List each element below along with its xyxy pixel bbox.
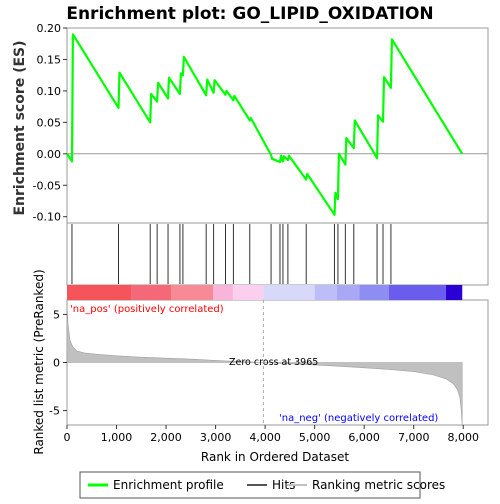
- x-tick-label: 8,000: [447, 431, 479, 444]
- colorbar-segment: [315, 285, 337, 300]
- rank-y-axis-label: Ranked list metric (PreRanked): [32, 269, 46, 454]
- es-y-tick-label: 0.05: [37, 116, 62, 129]
- es-y-tick-label: -0.05: [33, 179, 61, 192]
- x-tick-label: 7,000: [398, 431, 430, 444]
- es-y-tick-label: 0.15: [37, 53, 62, 66]
- es-y-tick-label: 0.10: [37, 85, 62, 98]
- x-tick-label: 2,000: [150, 431, 182, 444]
- x-ticks: 0 1,000 2,000 3,000 4,000 5,000 6,000 7,000 8,00…: [64, 425, 479, 444]
- colorbar-segment: [446, 285, 462, 300]
- chart-title: Enrichment plot: GO_LIPID_OXIDATION: [66, 4, 433, 24]
- zero-cross-label: Zero cross at 3965: [229, 357, 318, 368]
- colorbar-segment: [171, 285, 213, 300]
- es-y-axis-label: Enrichment score (ES): [12, 40, 28, 215]
- colorbar-segment: [67, 285, 131, 300]
- x-tick-label: 5,000: [299, 431, 331, 444]
- neg-correlated-label: 'na_neg' (negatively correlated): [279, 413, 438, 424]
- es-y-tick-label: -0.10: [33, 211, 61, 224]
- x-tick-label: 1,000: [101, 431, 133, 444]
- rank-y-tick-label: 5: [53, 308, 60, 321]
- x-tick-label: 0: [64, 431, 71, 444]
- x-tick-label: 3,000: [200, 431, 232, 444]
- x-tick-label: 6,000: [348, 431, 380, 444]
- colorbar-segment: [233, 285, 263, 300]
- es-y-tick-label: 0.20: [37, 22, 62, 35]
- rank-colorbar: [67, 285, 462, 300]
- hits-panel-frame: [67, 223, 488, 285]
- es-panel-frame: [67, 28, 488, 223]
- colorbar-segment: [389, 285, 446, 300]
- pos-correlated-label: 'na_pos' (positively correlated): [70, 304, 224, 315]
- colorbar-segment: [213, 285, 233, 300]
- es-y-tick-label: 0.00: [37, 148, 62, 161]
- colorbar-segment: [263, 285, 314, 300]
- es-y-ticks: -0.10 -0.05 0.00 0.05 0.10 0.15 0.20: [33, 22, 67, 224]
- rank-y-tick-label: 0: [53, 357, 60, 370]
- legend-label: Enrichment profile: [113, 478, 224, 492]
- colorbar-segment: [359, 285, 389, 300]
- colorbar-segment: [131, 285, 171, 300]
- rank-y-tick-label: -5: [49, 405, 60, 418]
- legend-label: Ranking metric scores: [312, 478, 445, 492]
- x-tick-label: 4,000: [249, 431, 281, 444]
- colorbar-segment: [337, 285, 359, 300]
- x-axis-label: Rank in Ordered Dataset: [201, 450, 349, 464]
- rank-y-ticks: -5 0 5: [49, 308, 67, 417]
